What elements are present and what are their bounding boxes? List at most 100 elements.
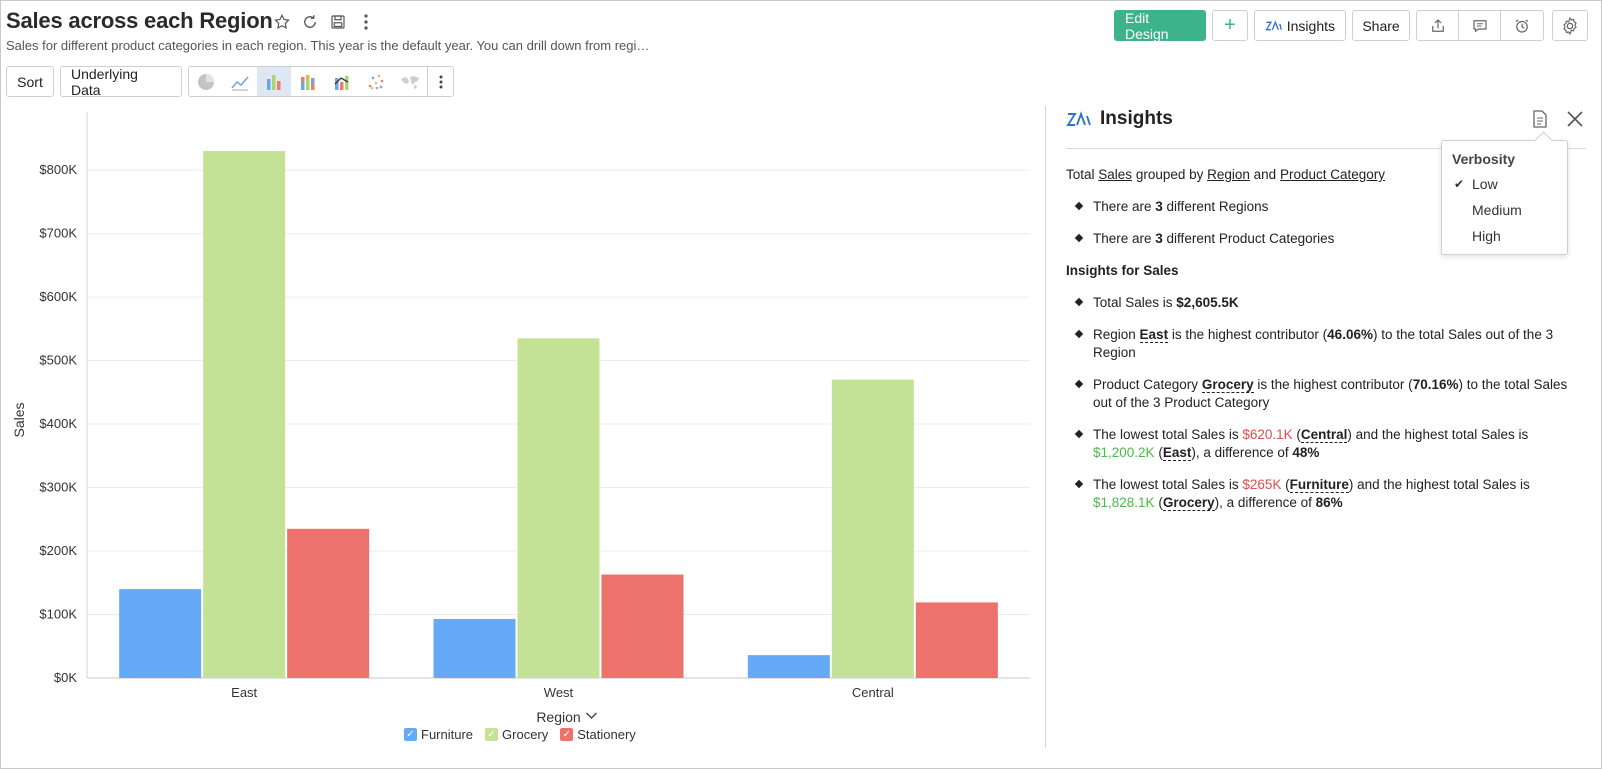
member-link[interactable]: Central bbox=[1300, 427, 1348, 443]
bar-furniture-west bbox=[433, 618, 516, 678]
combo-chart-icon bbox=[334, 75, 349, 90]
insights-header: Insights bbox=[1066, 108, 1173, 130]
value-span: $2,605.5K bbox=[1176, 295, 1239, 310]
line-chart-icon bbox=[231, 76, 249, 90]
view-toolbar: Sort Underlying Data bbox=[6, 66, 454, 98]
insights-title: Insights bbox=[1100, 108, 1173, 129]
star-icon[interactable] bbox=[272, 12, 292, 32]
legend-item-furniture[interactable]: ✓ Furniture bbox=[404, 727, 473, 742]
verbosity-title: Verbosity bbox=[1452, 151, 1516, 167]
member-link[interactable]: Furniture bbox=[1289, 477, 1349, 493]
chart-type-scatter[interactable] bbox=[359, 67, 393, 96]
insights-section-heading: Insights for Sales bbox=[1066, 263, 1179, 278]
text-span: There are bbox=[1093, 199, 1156, 214]
bar-stationery-west bbox=[601, 574, 684, 678]
bar-stationery-east bbox=[287, 528, 370, 678]
bar-furniture-central bbox=[747, 655, 830, 678]
chart-type-bar[interactable] bbox=[257, 67, 291, 96]
member-link[interactable]: East bbox=[1162, 445, 1192, 461]
comment-button[interactable] bbox=[1459, 11, 1501, 40]
value-span: 48% bbox=[1292, 445, 1320, 460]
low-value: $620.1K bbox=[1242, 427, 1293, 442]
member-link[interactable]: East bbox=[1139, 327, 1169, 343]
text-span: different Product Categories bbox=[1162, 231, 1335, 246]
bar-furniture-east bbox=[119, 589, 202, 678]
insights-button-label: Insights bbox=[1286, 17, 1335, 34]
insight-bullet: The lowest total Sales is $620.1K (Centr… bbox=[1066, 426, 1586, 462]
text-span: ) and the highest total Sales is bbox=[1347, 427, 1529, 442]
member-link[interactable]: Grocery bbox=[1162, 495, 1215, 511]
high-value: $1,200.2K bbox=[1093, 445, 1155, 460]
checkbox-icon: ✓ bbox=[404, 728, 417, 741]
share-button[interactable]: Share bbox=[1352, 10, 1410, 41]
legend-label: Stationery bbox=[577, 727, 636, 742]
document-icon[interactable] bbox=[1532, 110, 1548, 128]
verbosity-option-high[interactable]: High bbox=[1472, 228, 1501, 244]
text-span: is the highest contributor ( bbox=[1253, 377, 1413, 392]
y-tick-label: $0K bbox=[54, 670, 77, 685]
check-icon: ✔ bbox=[1454, 177, 1465, 191]
y-tick-label: $100K bbox=[39, 607, 77, 622]
settings-button[interactable] bbox=[1552, 10, 1588, 41]
dimension-link[interactable]: Region bbox=[1207, 167, 1250, 182]
insights-panel: Insights Total Sales grouped by Region a… bbox=[1066, 104, 1588, 744]
chart-type-line[interactable] bbox=[223, 67, 257, 96]
x-tick-label: East bbox=[231, 685, 257, 700]
y-tick-label: $700K bbox=[39, 226, 77, 241]
bar-grocery-central bbox=[831, 379, 914, 678]
insight-bullet: The lowest total Sales is $265K (Furnitu… bbox=[1066, 476, 1586, 512]
insights-body: Total Sales grouped by Region and Produc… bbox=[1066, 166, 1586, 512]
insights-icon bbox=[1265, 20, 1282, 30]
add-button[interactable]: + bbox=[1212, 10, 1248, 41]
export-button[interactable] bbox=[1417, 11, 1459, 40]
verbosity-option-medium[interactable]: Medium bbox=[1472, 202, 1522, 218]
text-span: and bbox=[1249, 167, 1280, 182]
world-map-icon bbox=[401, 75, 419, 89]
bar-chart: $0K $100K $200K $300K $400K $500K $600K $700K $8… bbox=[11, 112, 1030, 725]
legend-item-grocery[interactable]: ✓ Grocery bbox=[485, 727, 548, 742]
y-axis-title: Sales bbox=[11, 402, 27, 437]
header-toolbar: Edit Design + Insights Share bbox=[1114, 10, 1588, 42]
bar-chart-icon bbox=[267, 74, 281, 90]
chart-type-more[interactable] bbox=[427, 67, 453, 96]
stacked-bar-icon bbox=[301, 74, 315, 90]
x-tick-label: West bbox=[544, 685, 574, 700]
plus-icon: + bbox=[1224, 14, 1236, 36]
sort-button[interactable]: Sort bbox=[6, 66, 54, 97]
refresh-icon[interactable] bbox=[300, 12, 320, 32]
high-value: $1,828.1K bbox=[1093, 495, 1155, 510]
scatter-chart-icon bbox=[368, 74, 384, 89]
measure-link[interactable]: Sales bbox=[1098, 167, 1133, 182]
checkbox-icon: ✓ bbox=[560, 728, 574, 741]
verbosity-option-low[interactable]: Low bbox=[1472, 176, 1498, 192]
comment-icon bbox=[1472, 19, 1487, 32]
title-actions bbox=[272, 12, 376, 32]
insight-bullet: There are 3 different Regions bbox=[1066, 198, 1586, 216]
insights-header-rule bbox=[1066, 148, 1586, 149]
chevron-down-icon bbox=[586, 712, 597, 719]
member-link[interactable]: Grocery bbox=[1201, 377, 1254, 393]
underlying-data-button[interactable]: Underlying Data bbox=[60, 66, 182, 98]
chart-type-pie[interactable] bbox=[189, 67, 223, 96]
bar-grocery-east bbox=[203, 151, 286, 678]
value-span: 46.06% bbox=[1327, 327, 1373, 342]
chart-type-combo[interactable] bbox=[325, 67, 359, 96]
more-vertical-icon[interactable] bbox=[356, 12, 376, 32]
save-icon[interactable] bbox=[328, 12, 348, 32]
insight-bullet: Region East is the highest contributor (… bbox=[1066, 326, 1586, 362]
edit-design-button[interactable]: Edit Design bbox=[1114, 10, 1206, 42]
legend-item-stationery[interactable]: ✓ Stationery bbox=[560, 727, 636, 742]
insights-logo-icon bbox=[1066, 111, 1091, 126]
chart-type-stacked[interactable] bbox=[291, 67, 325, 96]
dimension-link[interactable]: Product Category bbox=[1279, 167, 1385, 182]
value-span: 70.16% bbox=[1412, 377, 1459, 392]
close-icon[interactable] bbox=[1566, 110, 1584, 128]
y-tick-label: $600K bbox=[39, 289, 77, 304]
page-subtitle: Sales for different product categories i… bbox=[6, 38, 650, 53]
y-tick-label: $800K bbox=[39, 162, 77, 177]
schedule-button[interactable] bbox=[1501, 11, 1543, 40]
text-span: Region bbox=[1093, 327, 1140, 342]
verbosity-dropdown: Verbosity ✔ Low Medium High bbox=[1441, 140, 1568, 255]
chart-type-map[interactable] bbox=[393, 67, 427, 96]
insights-button[interactable]: Insights bbox=[1254, 10, 1346, 41]
